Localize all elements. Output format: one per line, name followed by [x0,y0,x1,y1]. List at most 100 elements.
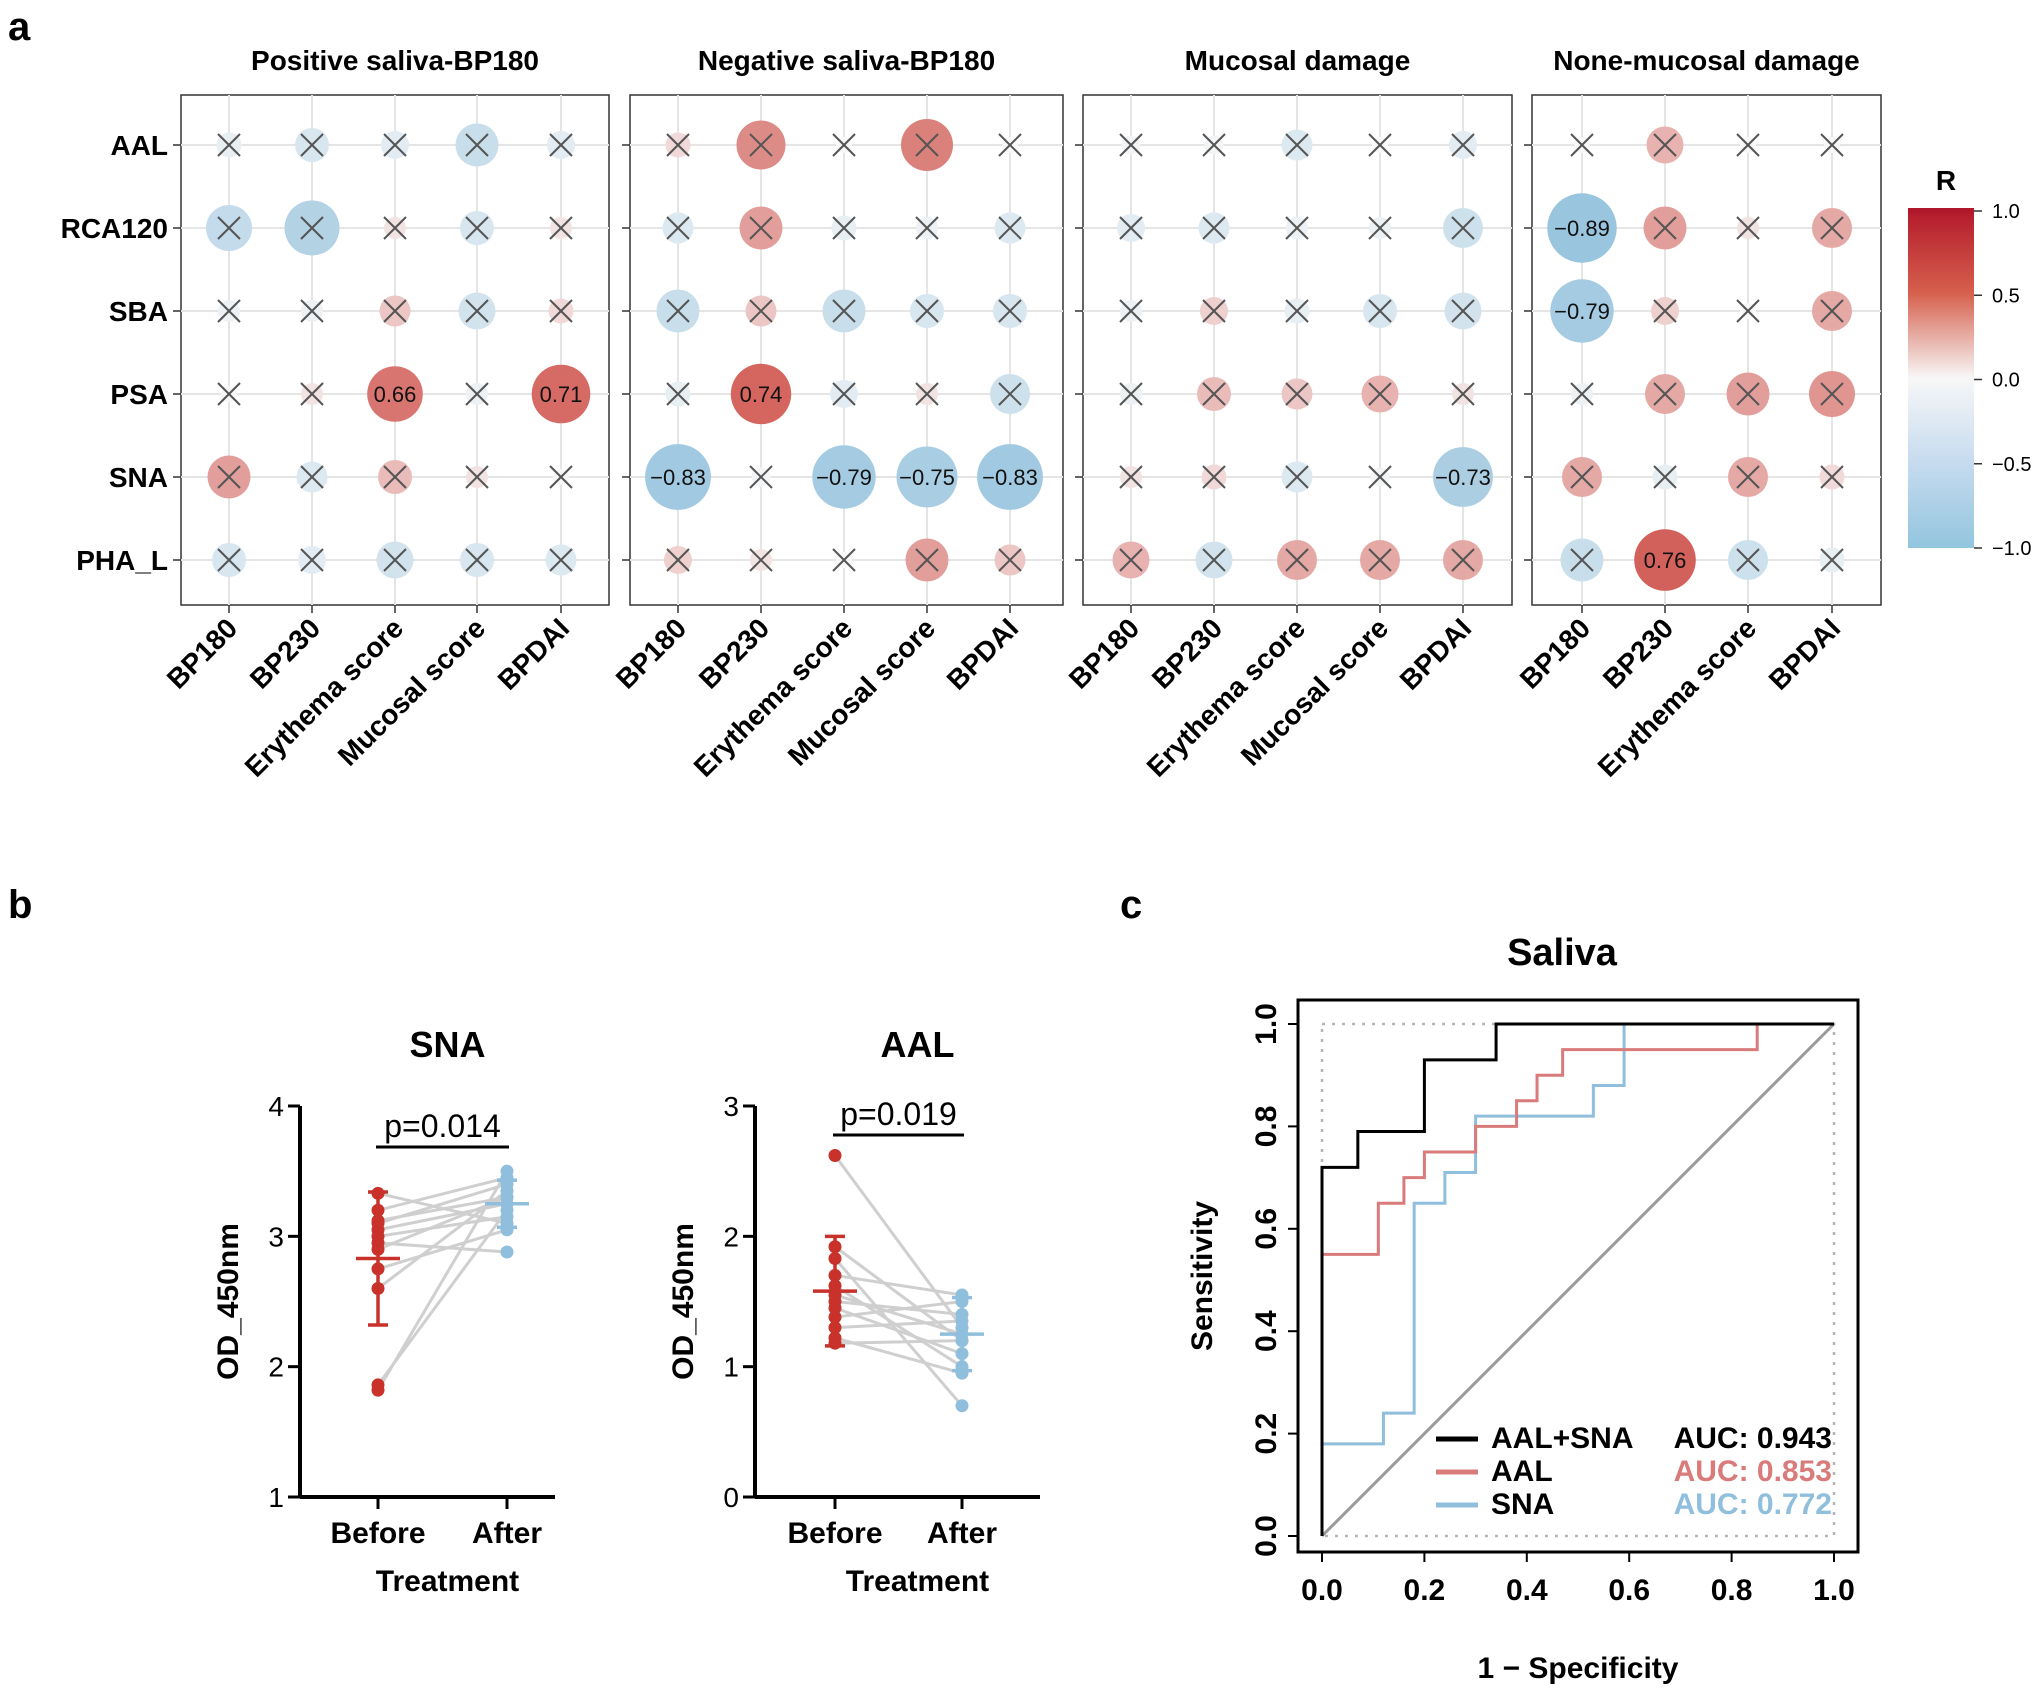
cross-stroke [300,465,324,489]
row-label-rca120: RCA120 [61,213,168,244]
not-significant-cross [1119,299,1143,323]
y-tick-label: 0.8 [1250,1106,1283,1148]
cross-stroke [1119,382,1143,406]
cross-stroke [1736,382,1760,406]
x-tick-label: 0.4 [1506,1574,1548,1607]
x-tick-label: After [472,1517,542,1550]
cross-stroke [217,548,241,572]
not-significant-cross [465,299,489,323]
legend-auc: AUC: 0.772 [1674,1488,1832,1521]
not-significant-cross [915,216,939,240]
x-axis-title: 1 − Specificity [1478,1652,1679,1685]
data-point-after [500,1245,514,1259]
not-significant-cross [1285,299,1309,323]
legend-tick-label: 1.0 [1992,201,2020,223]
cross-stroke [1202,299,1226,323]
data-point-before [371,1214,385,1228]
data-point-after [500,1171,514,1185]
data-point-after [955,1347,969,1361]
data-point-before [371,1262,385,1276]
roc-curve [1320,1022,1834,1536]
not-significant-cross [1368,216,1392,240]
cross-stroke [1202,382,1226,406]
x-tick-label: 0.0 [1301,1574,1343,1607]
cross-stroke [217,216,241,240]
not-significant-cross [1653,299,1677,323]
not-significant-cross [217,465,241,489]
not-significant-cross [915,548,939,572]
not-significant-cross [832,133,856,157]
cross-stroke [1570,548,1594,572]
not-significant-cross [300,548,324,572]
sna-dot-plot: SNA 1 2 3 4 Before After Treatment OD_450nm p=0.0… [212,1024,555,1598]
not-significant-cross [300,299,324,323]
legend-auc: AUC: 0.853 [1674,1455,1832,1488]
column-label: BPDAI [492,612,576,696]
y-tick-label: 0.0 [1250,1515,1283,1557]
correlation-value: 0.71 [540,382,583,407]
x-tick-label: After [927,1517,997,1550]
data-point-before [828,1268,842,1282]
cross-stroke [1820,382,1844,406]
cross-stroke [1653,382,1677,406]
cross-stroke [666,382,690,406]
not-significant-cross [217,299,241,323]
panel-label-c: c [1120,883,1142,927]
column-label: Erythema score [1141,612,1311,782]
y-axis-title: OD_450nm [667,1223,700,1380]
cross-stroke [1119,465,1143,489]
correlation-circle [977,444,1043,510]
not-significant-cross [1285,465,1309,489]
not-significant-cross [998,548,1022,572]
not-significant-cross [383,548,407,572]
cross-stroke [217,299,241,323]
pair-line [377,1195,508,1251]
cross-stroke [915,133,939,157]
cross-stroke [1285,382,1309,406]
data-point-before [371,1203,385,1217]
not-significant-cross [465,465,489,489]
legend-colorbar [1908,208,1974,548]
column-label: BP230 [244,612,326,694]
cross-stroke [666,299,690,323]
y-tick-label: 2 [268,1352,284,1383]
not-significant-cross [1820,465,1844,489]
not-significant-cross [915,133,939,157]
not-significant-cross [1451,133,1475,157]
cross-stroke [915,216,939,240]
data-point-before [371,1378,385,1392]
data-point-after [500,1216,514,1230]
correlation-value: −0.83 [650,465,706,490]
column-label: BP230 [1597,612,1679,694]
not-significant-cross [998,382,1022,406]
cross-stroke [1736,465,1760,489]
plot-title: Saliva [1507,932,1618,974]
not-significant-cross [1570,465,1594,489]
p-value: p=0.014 [384,1108,501,1144]
row-label-aal: AAL [110,130,168,161]
not-significant-cross [1285,216,1309,240]
column-label: Erythema score [688,612,858,782]
not-significant-cross [383,465,407,489]
roc-curve [1320,1022,1834,1536]
data-point-before [371,1281,385,1295]
not-significant-cross [1451,299,1475,323]
cross-stroke [1736,133,1760,157]
x-tick-label: Before [787,1517,882,1550]
cross-stroke [1119,216,1143,240]
legend-tick-label: −1.0 [1992,538,2031,560]
cross-stroke [1653,133,1677,157]
not-significant-cross [1368,299,1392,323]
correlation-circle [645,444,711,510]
panel-label-b: b [8,883,32,927]
cross-stroke [1820,548,1844,572]
cross-stroke [300,216,324,240]
not-significant-cross [1368,133,1392,157]
cross-stroke [1820,299,1844,323]
not-significant-cross [383,133,407,157]
correlation-value: −0.75 [899,465,955,490]
not-significant-cross [832,382,856,406]
cross-stroke [1653,216,1677,240]
cross-stroke [465,216,489,240]
